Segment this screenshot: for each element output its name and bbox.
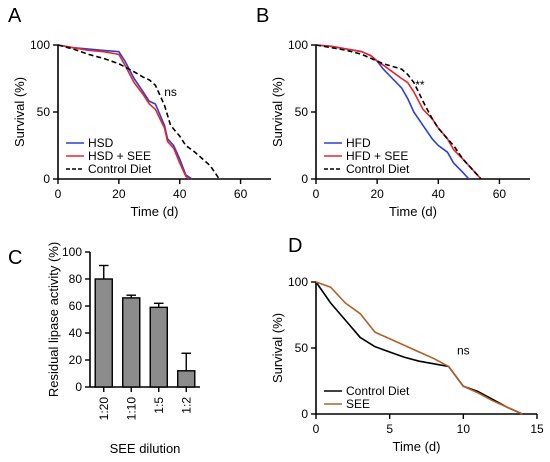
significance-annotation: ns [164,85,177,99]
y-tick-label: 20 [69,353,83,367]
x-tick-label: 10 [457,422,471,436]
y-tick-label: 60 [69,299,83,313]
series-line-3 [57,44,220,180]
y-tick-label: 80 [69,272,83,286]
panel-D: D 0 5 10 15 0 50 100 Time (d) Survival (%) Control… [270,235,544,454]
x-axis-label: SEE dilution [110,441,181,456]
x-tick-label: 40 [432,187,446,201]
x-tick-label: 40 [173,187,187,201]
x-axis-label: Time (d) [393,439,441,454]
x-tick-label: 0 [313,187,320,201]
x-tick-label: 1:5 [152,397,166,414]
y-axis-label: Residual lipase activity (%) [46,242,61,397]
panel-label-D: D [288,235,302,257]
y-tick-label: 0 [301,172,308,186]
legend-entry: HSD + SEE [88,149,151,163]
x-tick-label: 0 [55,187,62,201]
x-tick-label: 0 [313,422,320,436]
panel-label-A: A [8,5,22,27]
y-axis-label: Survival (%) [270,77,285,147]
legend-entry: HFD + SEE [346,149,408,163]
bar [94,278,113,388]
x-tick-label: 1:10 [124,397,138,421]
x-axis-label: Time (d) [131,204,179,219]
y-tick-label: 50 [37,105,51,119]
y-tick-label: 40 [69,326,83,340]
significance-annotation: ns [457,344,470,358]
y-tick-label: 100 [288,275,308,289]
y-tick-label: 0 [43,172,50,186]
bar [149,306,168,388]
y-tick-label: 0 [301,407,308,421]
y-axis-label: Survival (%) [12,77,27,147]
series-line-1 [57,44,193,180]
legend-entry: Control Diet [88,162,152,176]
legend-entry: SEE [346,397,370,411]
legend-entry: Control Diet [346,384,410,398]
x-tick-label: 60 [234,187,248,201]
x-tick-label: 20 [370,187,384,201]
y-tick-label: 100 [288,38,308,52]
series-line-3 [315,44,482,180]
y-tick-label: 0 [75,380,82,394]
x-tick-label: 15 [530,422,544,436]
x-tick-label: 60 [493,187,507,201]
series-line-2 [315,281,523,415]
y-tick-label: 50 [295,341,309,355]
x-tick-label: 5 [386,422,393,436]
bar [177,370,196,388]
x-tick-label: 20 [112,187,126,201]
panel-C: C 0 20 40 60 80 100 1:20 1:10 1:5 1:2 SEE dilution R… [8,242,200,456]
series-line-2 [315,44,482,180]
panel-label-C: C [8,247,22,269]
x-tick-label: 1:20 [97,397,111,421]
y-tick-label: 100 [62,245,82,259]
legend-entry: Control Diet [346,162,410,176]
y-axis-label: Survival (%) [270,313,285,383]
y-tick-label: 50 [295,105,309,119]
legend-entry: HFD [346,136,371,150]
x-tick-label: 1:2 [179,397,193,414]
panel-label-B: B [256,5,269,27]
series-line-2 [57,44,190,180]
bar [122,297,141,388]
x-axis-label: Time (d) [389,204,437,219]
y-tick-label: 100 [30,38,50,52]
legend-entry: HSD [88,136,114,150]
panel-A: A 0 20 40 60 0 50 100 Time (d) Survival (%) HSDHSD… [8,5,271,219]
panel-B: B 0 20 40 60 0 50 100 Time (d) Survival (%) HFDHFD… [256,5,530,219]
significance-annotation: ** [415,78,425,92]
series-line-1 [315,281,523,415]
